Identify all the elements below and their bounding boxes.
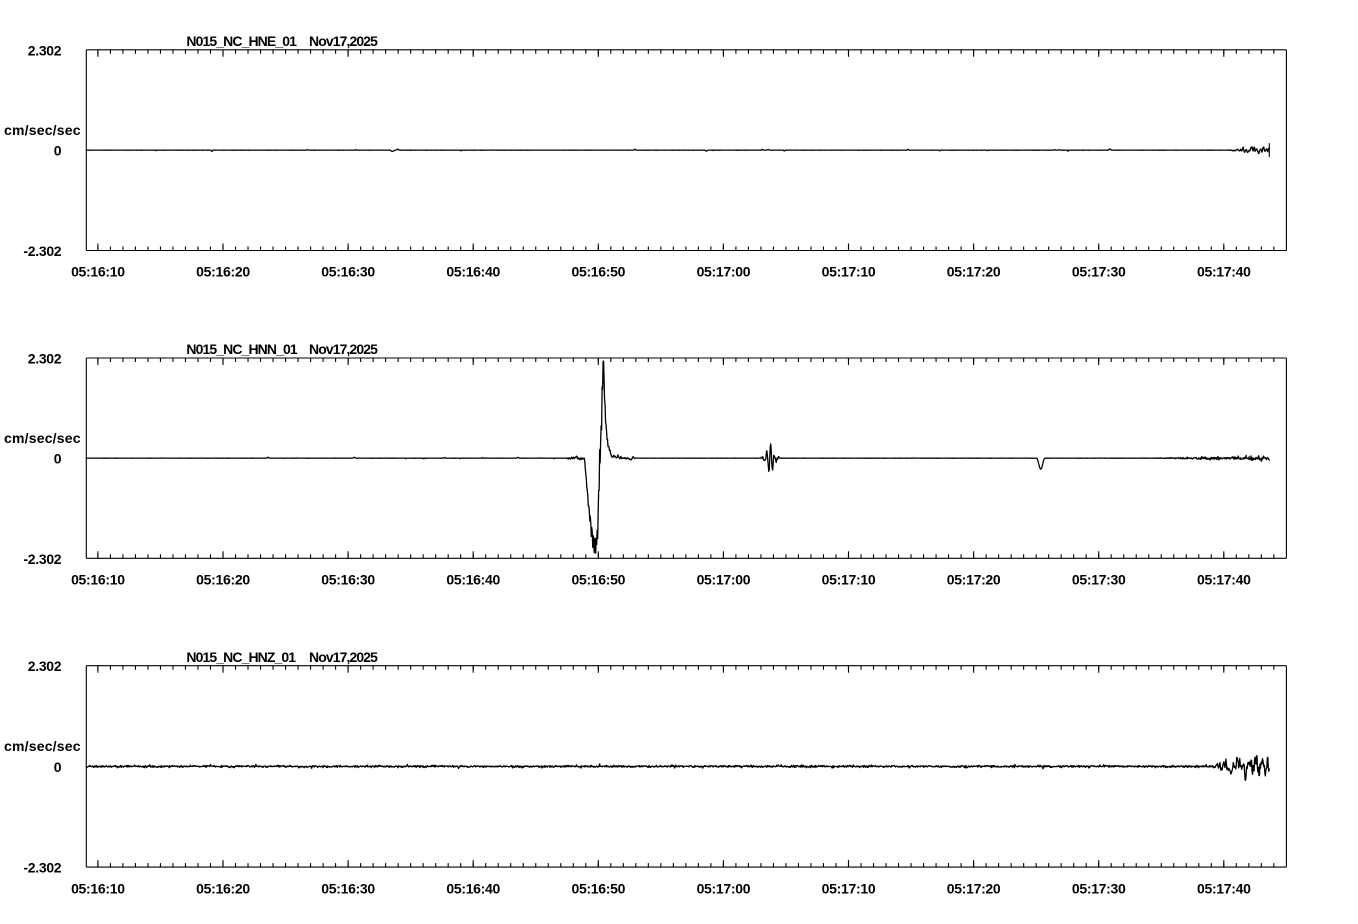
- svg-text:05:16:10: 05:16:10: [71, 572, 125, 588]
- svg-text:05:16:20: 05:16:20: [196, 572, 250, 588]
- svg-text:05:16:10: 05:16:10: [71, 264, 125, 280]
- svg-text:05:16:20: 05:16:20: [196, 264, 250, 280]
- svg-text:05:17:20: 05:17:20: [947, 880, 1001, 896]
- svg-text:N015_NC_HNZ_01: N015_NC_HNZ_01: [186, 649, 296, 665]
- svg-text:05:16:10: 05:16:10: [71, 880, 125, 896]
- svg-text:cm/sec/sec: cm/sec/sec: [4, 430, 81, 446]
- svg-text:N015_NC_HNN_01: N015_NC_HNN_01: [186, 341, 297, 357]
- svg-text:05:16:30: 05:16:30: [321, 880, 375, 896]
- svg-text:cm/sec/sec: cm/sec/sec: [4, 122, 81, 138]
- svg-text:0: 0: [54, 759, 62, 775]
- svg-text:05:17:10: 05:17:10: [822, 572, 876, 588]
- svg-text:-2.302: -2.302: [23, 551, 61, 567]
- svg-text:2.302: 2.302: [28, 658, 62, 674]
- svg-text:05:17:00: 05:17:00: [697, 264, 751, 280]
- svg-text:05:17:20: 05:17:20: [947, 572, 1001, 588]
- svg-text:2.302: 2.302: [28, 351, 62, 367]
- svg-text:Nov17,2025: Nov17,2025: [309, 649, 378, 665]
- svg-text:-2.302: -2.302: [23, 243, 61, 259]
- svg-text:05:16:40: 05:16:40: [446, 880, 500, 896]
- svg-text:05:17:40: 05:17:40: [1197, 572, 1251, 588]
- svg-text:05:17:30: 05:17:30: [1072, 572, 1126, 588]
- svg-text:Nov17,2025: Nov17,2025: [309, 33, 378, 49]
- svg-text:05:16:20: 05:16:20: [196, 880, 250, 896]
- svg-text:05:17:30: 05:17:30: [1072, 880, 1126, 896]
- svg-text:05:17:20: 05:17:20: [947, 264, 1001, 280]
- svg-text:05:16:30: 05:16:30: [321, 572, 375, 588]
- svg-text:05:17:00: 05:17:00: [697, 572, 751, 588]
- svg-text:05:16:50: 05:16:50: [571, 880, 625, 896]
- svg-text:05:17:40: 05:17:40: [1197, 264, 1251, 280]
- svg-text:05:17:00: 05:17:00: [697, 880, 751, 896]
- svg-text:05:16:40: 05:16:40: [446, 264, 500, 280]
- svg-text:05:16:40: 05:16:40: [446, 572, 500, 588]
- svg-text:-2.302: -2.302: [23, 860, 61, 876]
- svg-text:0: 0: [54, 143, 62, 159]
- svg-text:05:17:10: 05:17:10: [822, 880, 876, 896]
- svg-text:05:17:40: 05:17:40: [1197, 880, 1251, 896]
- svg-text:0: 0: [54, 451, 62, 467]
- svg-text:N015_NC_HNE_01: N015_NC_HNE_01: [186, 33, 297, 49]
- svg-text:05:16:50: 05:16:50: [571, 572, 625, 588]
- svg-text:cm/sec/sec: cm/sec/sec: [4, 738, 81, 754]
- svg-text:05:17:10: 05:17:10: [822, 264, 876, 280]
- svg-text:Nov17,2025: Nov17,2025: [309, 341, 378, 357]
- svg-text:05:17:30: 05:17:30: [1072, 264, 1126, 280]
- svg-text:05:16:30: 05:16:30: [321, 264, 375, 280]
- svg-text:2.302: 2.302: [28, 42, 62, 58]
- svg-text:05:16:50: 05:16:50: [571, 264, 625, 280]
